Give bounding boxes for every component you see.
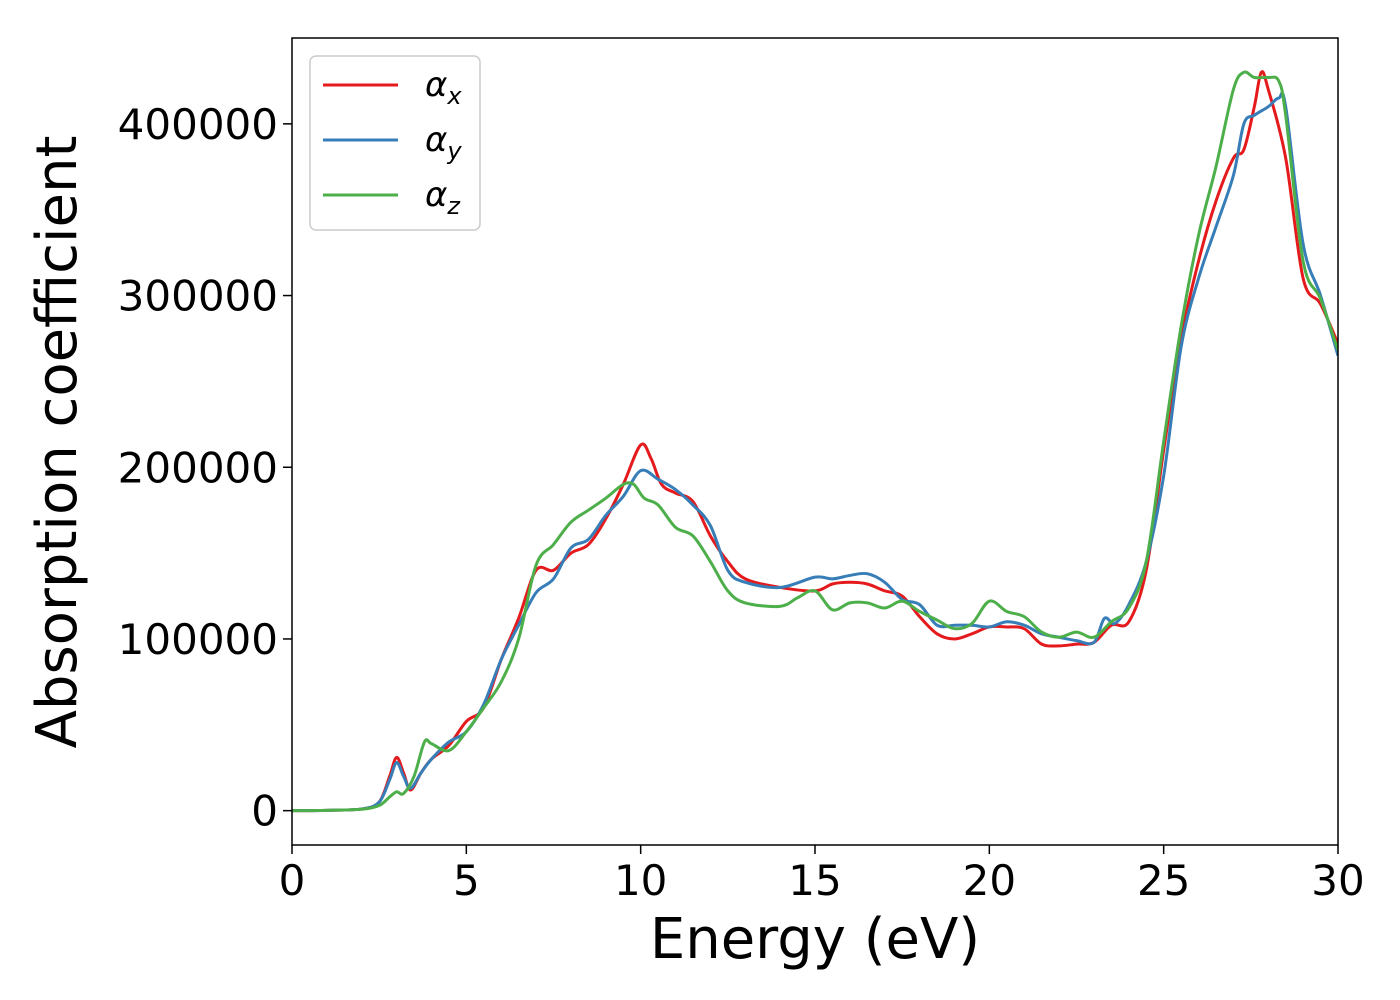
x-tick-label: 15 [788, 856, 841, 905]
x-tick-label: 0 [279, 856, 306, 905]
y-axis-label: Absorption coefficient [25, 136, 90, 749]
y-tick-label: 0 [251, 787, 278, 836]
y-tick-label: 300000 [118, 272, 278, 321]
x-tick-label: 25 [1137, 856, 1190, 905]
series-line-z [292, 70, 1338, 813]
y-tick-label: 200000 [118, 443, 278, 492]
series-line-x [292, 70, 1338, 813]
y-tick-label: 100000 [118, 615, 278, 664]
legend-box [309, 55, 481, 231]
legend-label-x: αx [425, 65, 462, 110]
x-tick-label: 20 [963, 856, 1016, 905]
x-tick-label: 30 [1311, 856, 1364, 905]
y-tick-label: 400000 [118, 100, 278, 149]
series-layer [292, 70, 1338, 813]
x-tick-label: 10 [614, 856, 667, 905]
y-axis: 0 100000 200000 300000 400000 [118, 100, 292, 836]
x-axis: 0 5 10 15 20 25 30 [279, 845, 1365, 905]
x-tick-label: 5 [453, 856, 480, 905]
series-line-y [292, 91, 1338, 813]
x-axis-label: Energy (eV) [650, 907, 980, 972]
legend-label-y: αy [425, 120, 462, 165]
